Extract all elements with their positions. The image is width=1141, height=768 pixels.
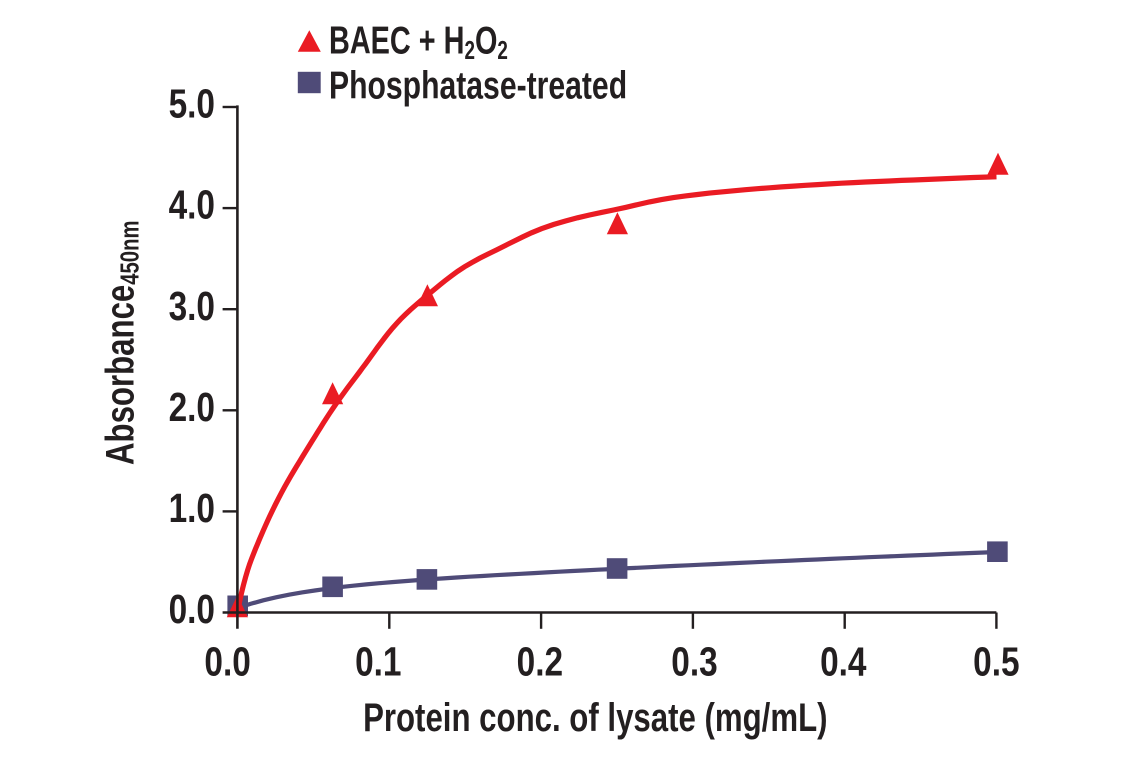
svg-text:1.0: 1.0 xyxy=(169,485,215,531)
svg-text:0.2: 0.2 xyxy=(517,639,563,685)
svg-text:0.4: 0.4 xyxy=(820,639,867,685)
svg-text:BAEC + H2O2: BAEC + H2O2 xyxy=(329,19,508,64)
svg-text:2.0: 2.0 xyxy=(169,384,215,430)
svg-text:4.0: 4.0 xyxy=(169,182,215,228)
svg-text:0.5: 0.5 xyxy=(973,639,1019,685)
svg-text:Protein conc. of lysate (mg/mL: Protein conc. of lysate (mg/mL) xyxy=(363,695,827,739)
svg-text:0.1: 0.1 xyxy=(355,639,401,685)
svg-text:0.0: 0.0 xyxy=(204,639,250,685)
svg-text:5.0: 5.0 xyxy=(169,81,215,127)
svg-text:0.3: 0.3 xyxy=(671,639,717,685)
svg-text:3.0: 3.0 xyxy=(169,283,215,329)
svg-text:Phosphatase-treated: Phosphatase-treated xyxy=(329,64,627,108)
svg-text:0.0: 0.0 xyxy=(169,586,215,632)
